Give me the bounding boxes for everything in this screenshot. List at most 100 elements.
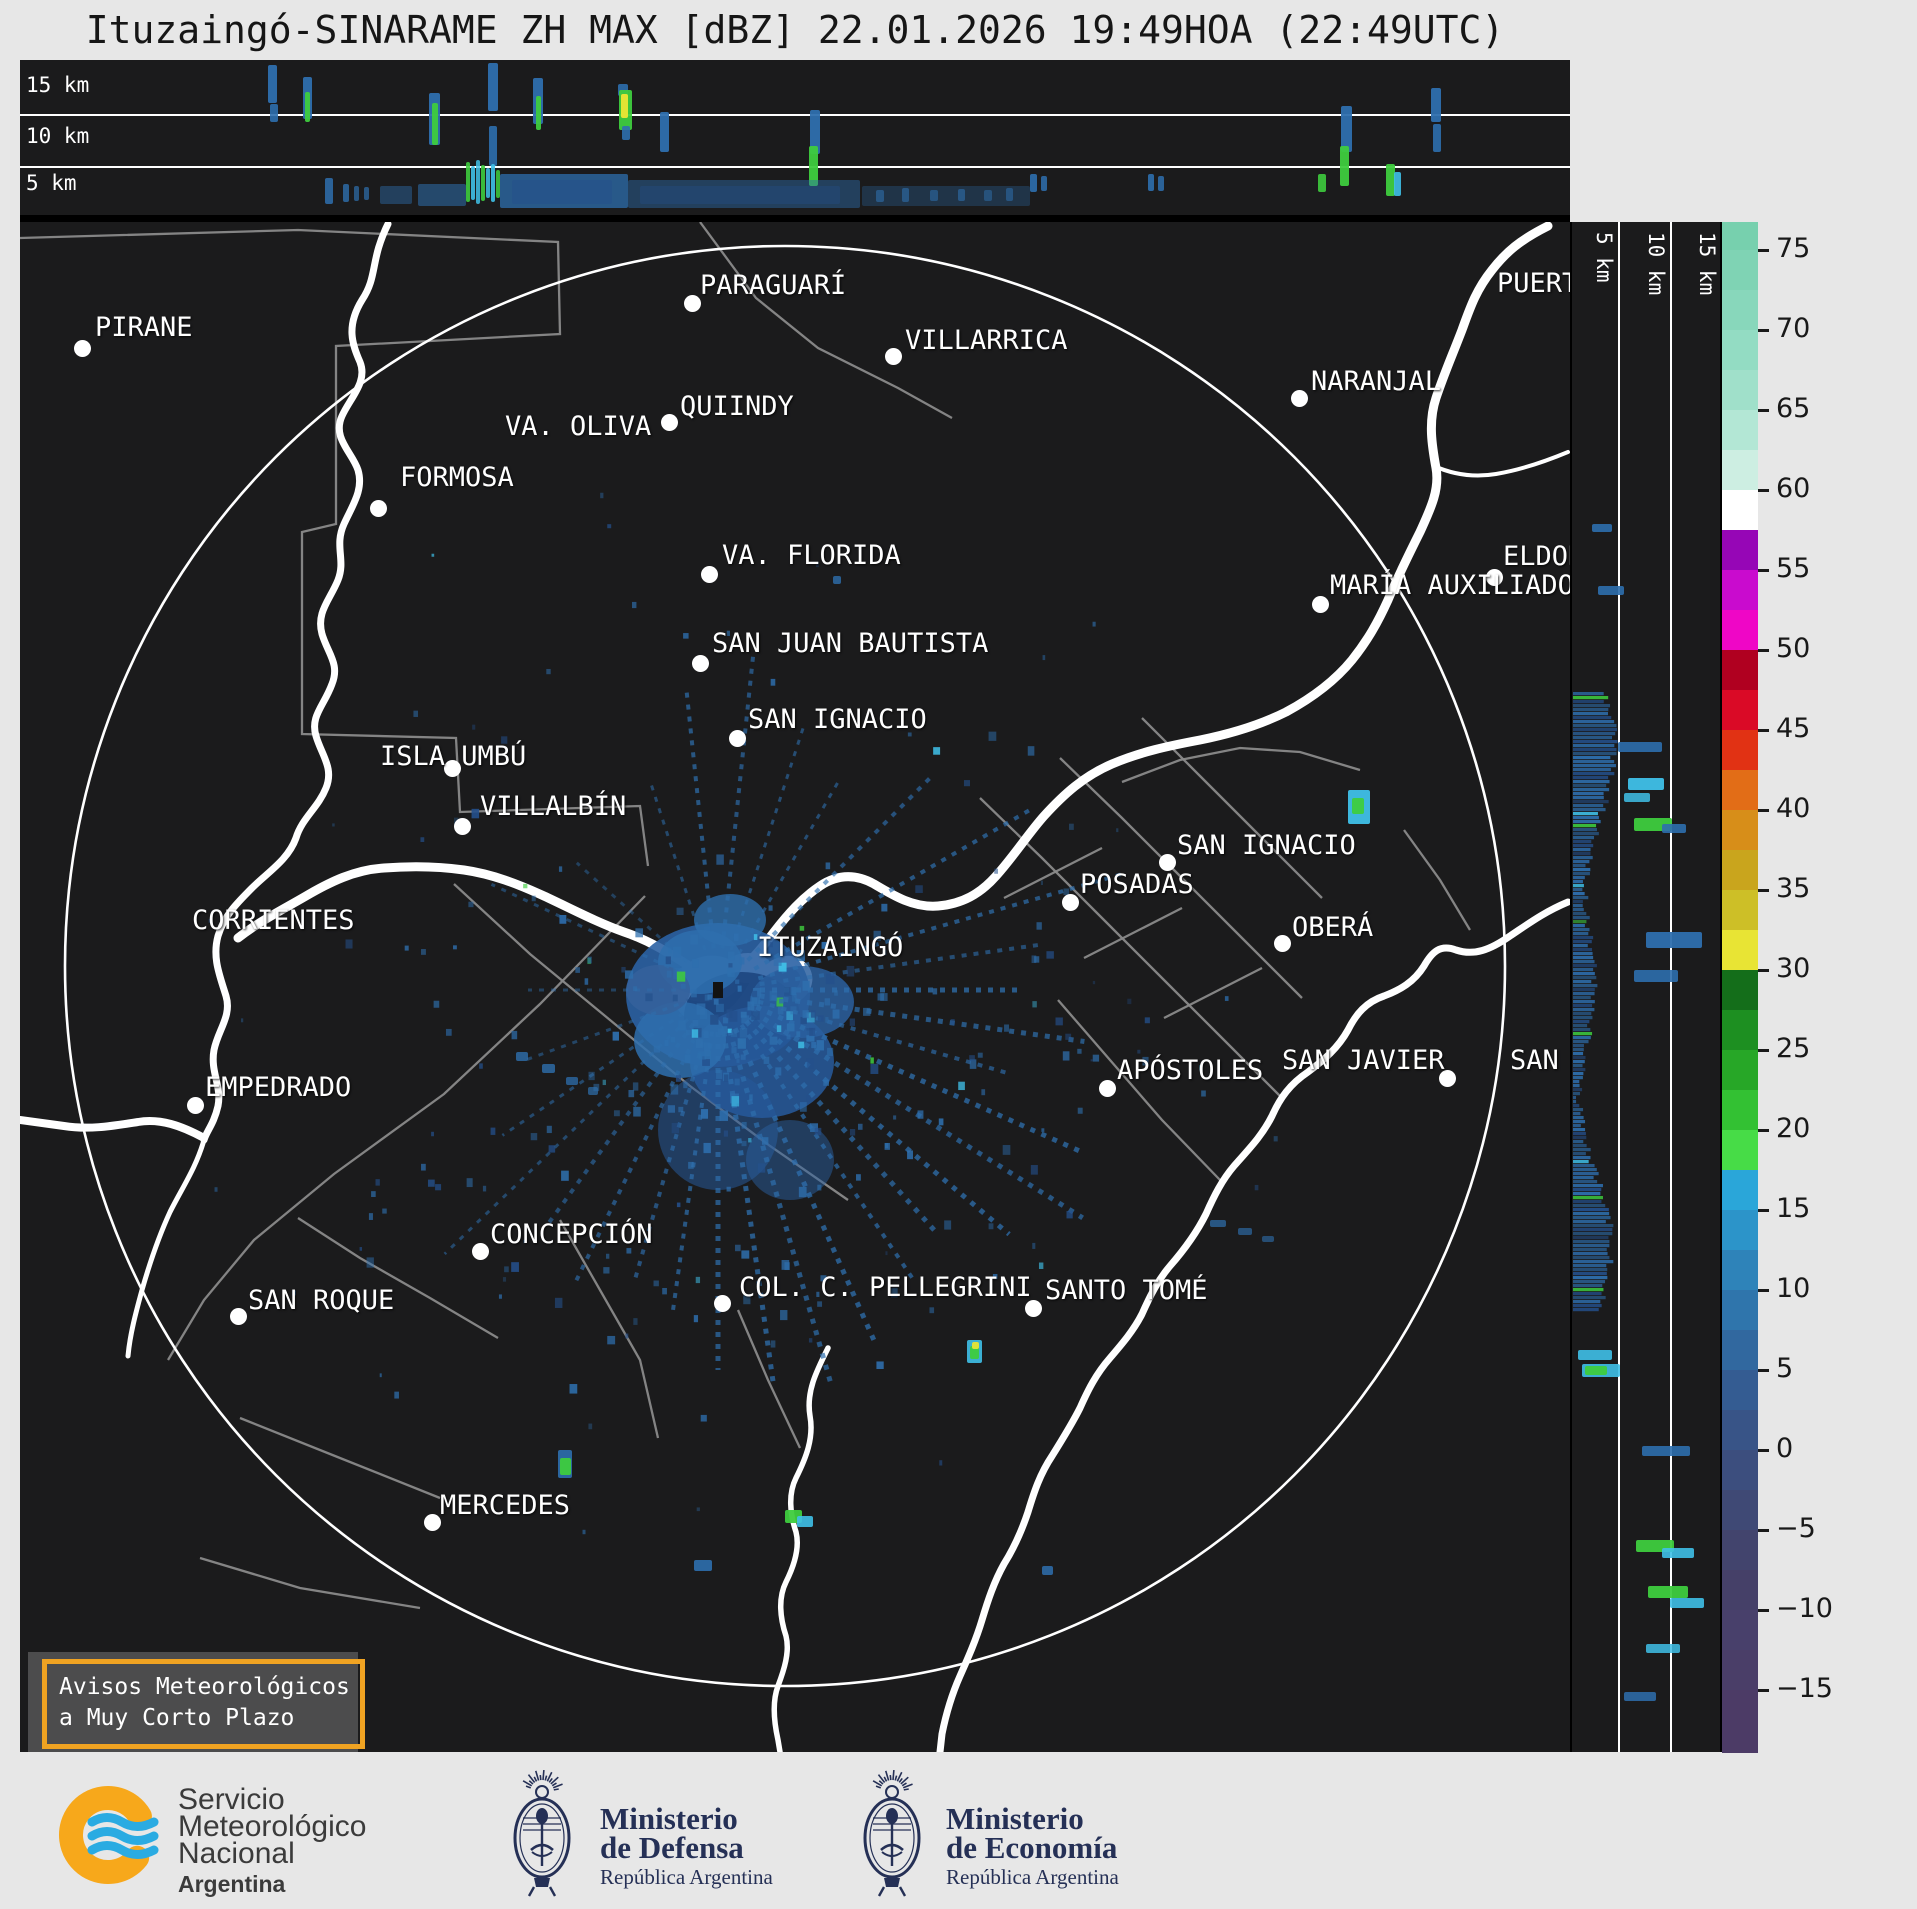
smn-country: Argentina <box>178 1871 286 1897</box>
colorbar-segment <box>1722 930 1758 971</box>
city-dot <box>729 730 746 747</box>
colorbar-tick <box>1758 1289 1769 1292</box>
colorbar-segment <box>1722 1530 1758 1571</box>
city-dot <box>370 500 387 517</box>
crest-sun <box>535 1785 549 1799</box>
colorbar-segment <box>1722 570 1758 611</box>
colorbar-tick <box>1758 1049 1769 1052</box>
colorbar-tick <box>1758 809 1769 812</box>
crest-hands <box>881 1851 903 1857</box>
city-dot <box>661 414 678 431</box>
economia-crest-icon <box>863 1770 921 1897</box>
colorbar-tick-label: 65 <box>1776 392 1811 424</box>
city-dot <box>701 566 718 583</box>
crest-sun-ray <box>901 1782 907 1787</box>
city-label: SAN ROQUE <box>248 1285 395 1316</box>
city-label: SAN <box>1510 1045 1559 1076</box>
city-dot <box>230 1308 247 1325</box>
city-label: SAN IGNACIO <box>1177 830 1356 861</box>
crest-sun-ray <box>539 1775 542 1781</box>
warning-box: Avisos Meteorológicos a Muy Corto Plazo <box>28 1652 365 1752</box>
colorbar-segment <box>1722 250 1758 291</box>
colorbar-tick <box>1758 329 1769 332</box>
ministry-economia-block: Ministerio de Economía República Argenti… <box>946 1801 1119 1890</box>
crest-sun-ray <box>548 1777 553 1783</box>
colorbar-segment <box>1722 1650 1758 1691</box>
city-label: APÓSTOLES <box>1117 1055 1264 1086</box>
crest-sun-ray <box>552 1783 563 1789</box>
crest-sun <box>885 1785 899 1799</box>
colorbar-tick-label: −15 <box>1776 1672 1833 1704</box>
ministry-defensa-line-1: Ministerio <box>600 1801 738 1836</box>
crest-sun-ray <box>892 1770 895 1781</box>
colorbar-segment <box>1722 1250 1758 1291</box>
city-label: SAN JUAN BAUTISTA <box>712 628 989 659</box>
city-label: VILLARRICA <box>905 325 1068 356</box>
page-title: Ituzaingó-SINARAME ZH MAX [dBZ] 22.01.20… <box>85 8 1505 52</box>
altitude-label-right-10km: 10 km <box>1644 232 1668 296</box>
city-label: COL. C. PELLEGRINI <box>739 1272 1032 1303</box>
ministry-economia-line-1: Ministerio <box>946 1801 1084 1836</box>
colorbar-tick-label: 45 <box>1776 712 1811 744</box>
colorbar-tick <box>1758 1209 1769 1212</box>
altitude-label-10km: 10 km <box>26 124 90 148</box>
ministry-defensa-block: Ministerio de Defensa República Argentin… <box>600 1801 773 1890</box>
ministry-defensa-line-2: de Defensa <box>600 1830 744 1865</box>
crest-cap <box>536 1808 548 1824</box>
smn-line-3: Nacional <box>178 1837 295 1870</box>
colorbar-tick <box>1758 729 1769 732</box>
colorbar-segment <box>1722 410 1758 451</box>
colorbar-segment <box>1722 290 1758 331</box>
crest-sun-ray <box>898 1777 903 1783</box>
city-label: PARAGUARÍ <box>700 270 847 301</box>
colorbar-segment <box>1722 1010 1758 1051</box>
altitude-label-5km: 5 km <box>26 171 77 195</box>
city-dot <box>74 340 91 357</box>
colorbar-segment <box>1722 1410 1758 1451</box>
city-label: EMPEDRADO <box>205 1072 352 1103</box>
city-dot <box>1274 935 1291 952</box>
crest-sun-ray <box>551 1782 557 1787</box>
crest-cap <box>886 1808 898 1824</box>
altitude-label-15km: 15 km <box>26 73 90 97</box>
city-dot <box>187 1097 204 1114</box>
city-dot <box>472 1243 489 1260</box>
dbz-colorbar <box>1722 222 1758 1753</box>
city-label: SANTO TOMÉ <box>1045 1275 1208 1306</box>
colorbar-segment <box>1722 1290 1758 1331</box>
smn-name-block: Servicio Meteorológico Nacional Argentin… <box>178 1785 366 1898</box>
ministry-economia-line-2: de Economía <box>946 1830 1118 1865</box>
colorbar-segment <box>1722 810 1758 851</box>
city-dot <box>692 655 709 672</box>
colorbar-tick-label: 25 <box>1776 1032 1811 1064</box>
crest-base <box>534 1878 550 1887</box>
colorbar-segment <box>1722 1050 1758 1091</box>
crest-sun-ray <box>525 1785 531 1789</box>
altitude-label-right-15km: 15 km <box>1695 232 1719 296</box>
colorbar-tick <box>1758 1609 1769 1612</box>
crest-sun-ray <box>528 1780 534 1785</box>
crest-sun-ray <box>542 1770 545 1781</box>
colorbar-tick <box>1758 409 1769 412</box>
colorbar-tick-label: 0 <box>1776 1432 1794 1464</box>
city-label: QUIINDY <box>680 391 794 422</box>
city-dot <box>1291 390 1308 407</box>
colorbar-segment <box>1722 650 1758 691</box>
colorbar-tick <box>1758 489 1769 492</box>
crest-sun-ray <box>902 1783 913 1789</box>
crest-sun-ray <box>553 1788 559 1791</box>
crest-sun-ray <box>903 1788 909 1791</box>
crest-sun-ray <box>546 1771 553 1782</box>
colorbar-segment <box>1722 610 1758 651</box>
colorbar-segment <box>1722 890 1758 931</box>
city-label: ITUZAINGÓ <box>757 932 904 963</box>
crest-oval <box>863 1797 921 1879</box>
city-dot <box>1099 1080 1116 1097</box>
colorbar-segment <box>1722 490 1758 531</box>
colorbar-tick-label: 35 <box>1776 872 1811 904</box>
crest-sun-ray <box>883 1776 888 1782</box>
city-label: POSADAS <box>1080 869 1194 900</box>
colorbar-segment <box>1722 1090 1758 1131</box>
colorbar-segment <box>1722 1570 1758 1611</box>
